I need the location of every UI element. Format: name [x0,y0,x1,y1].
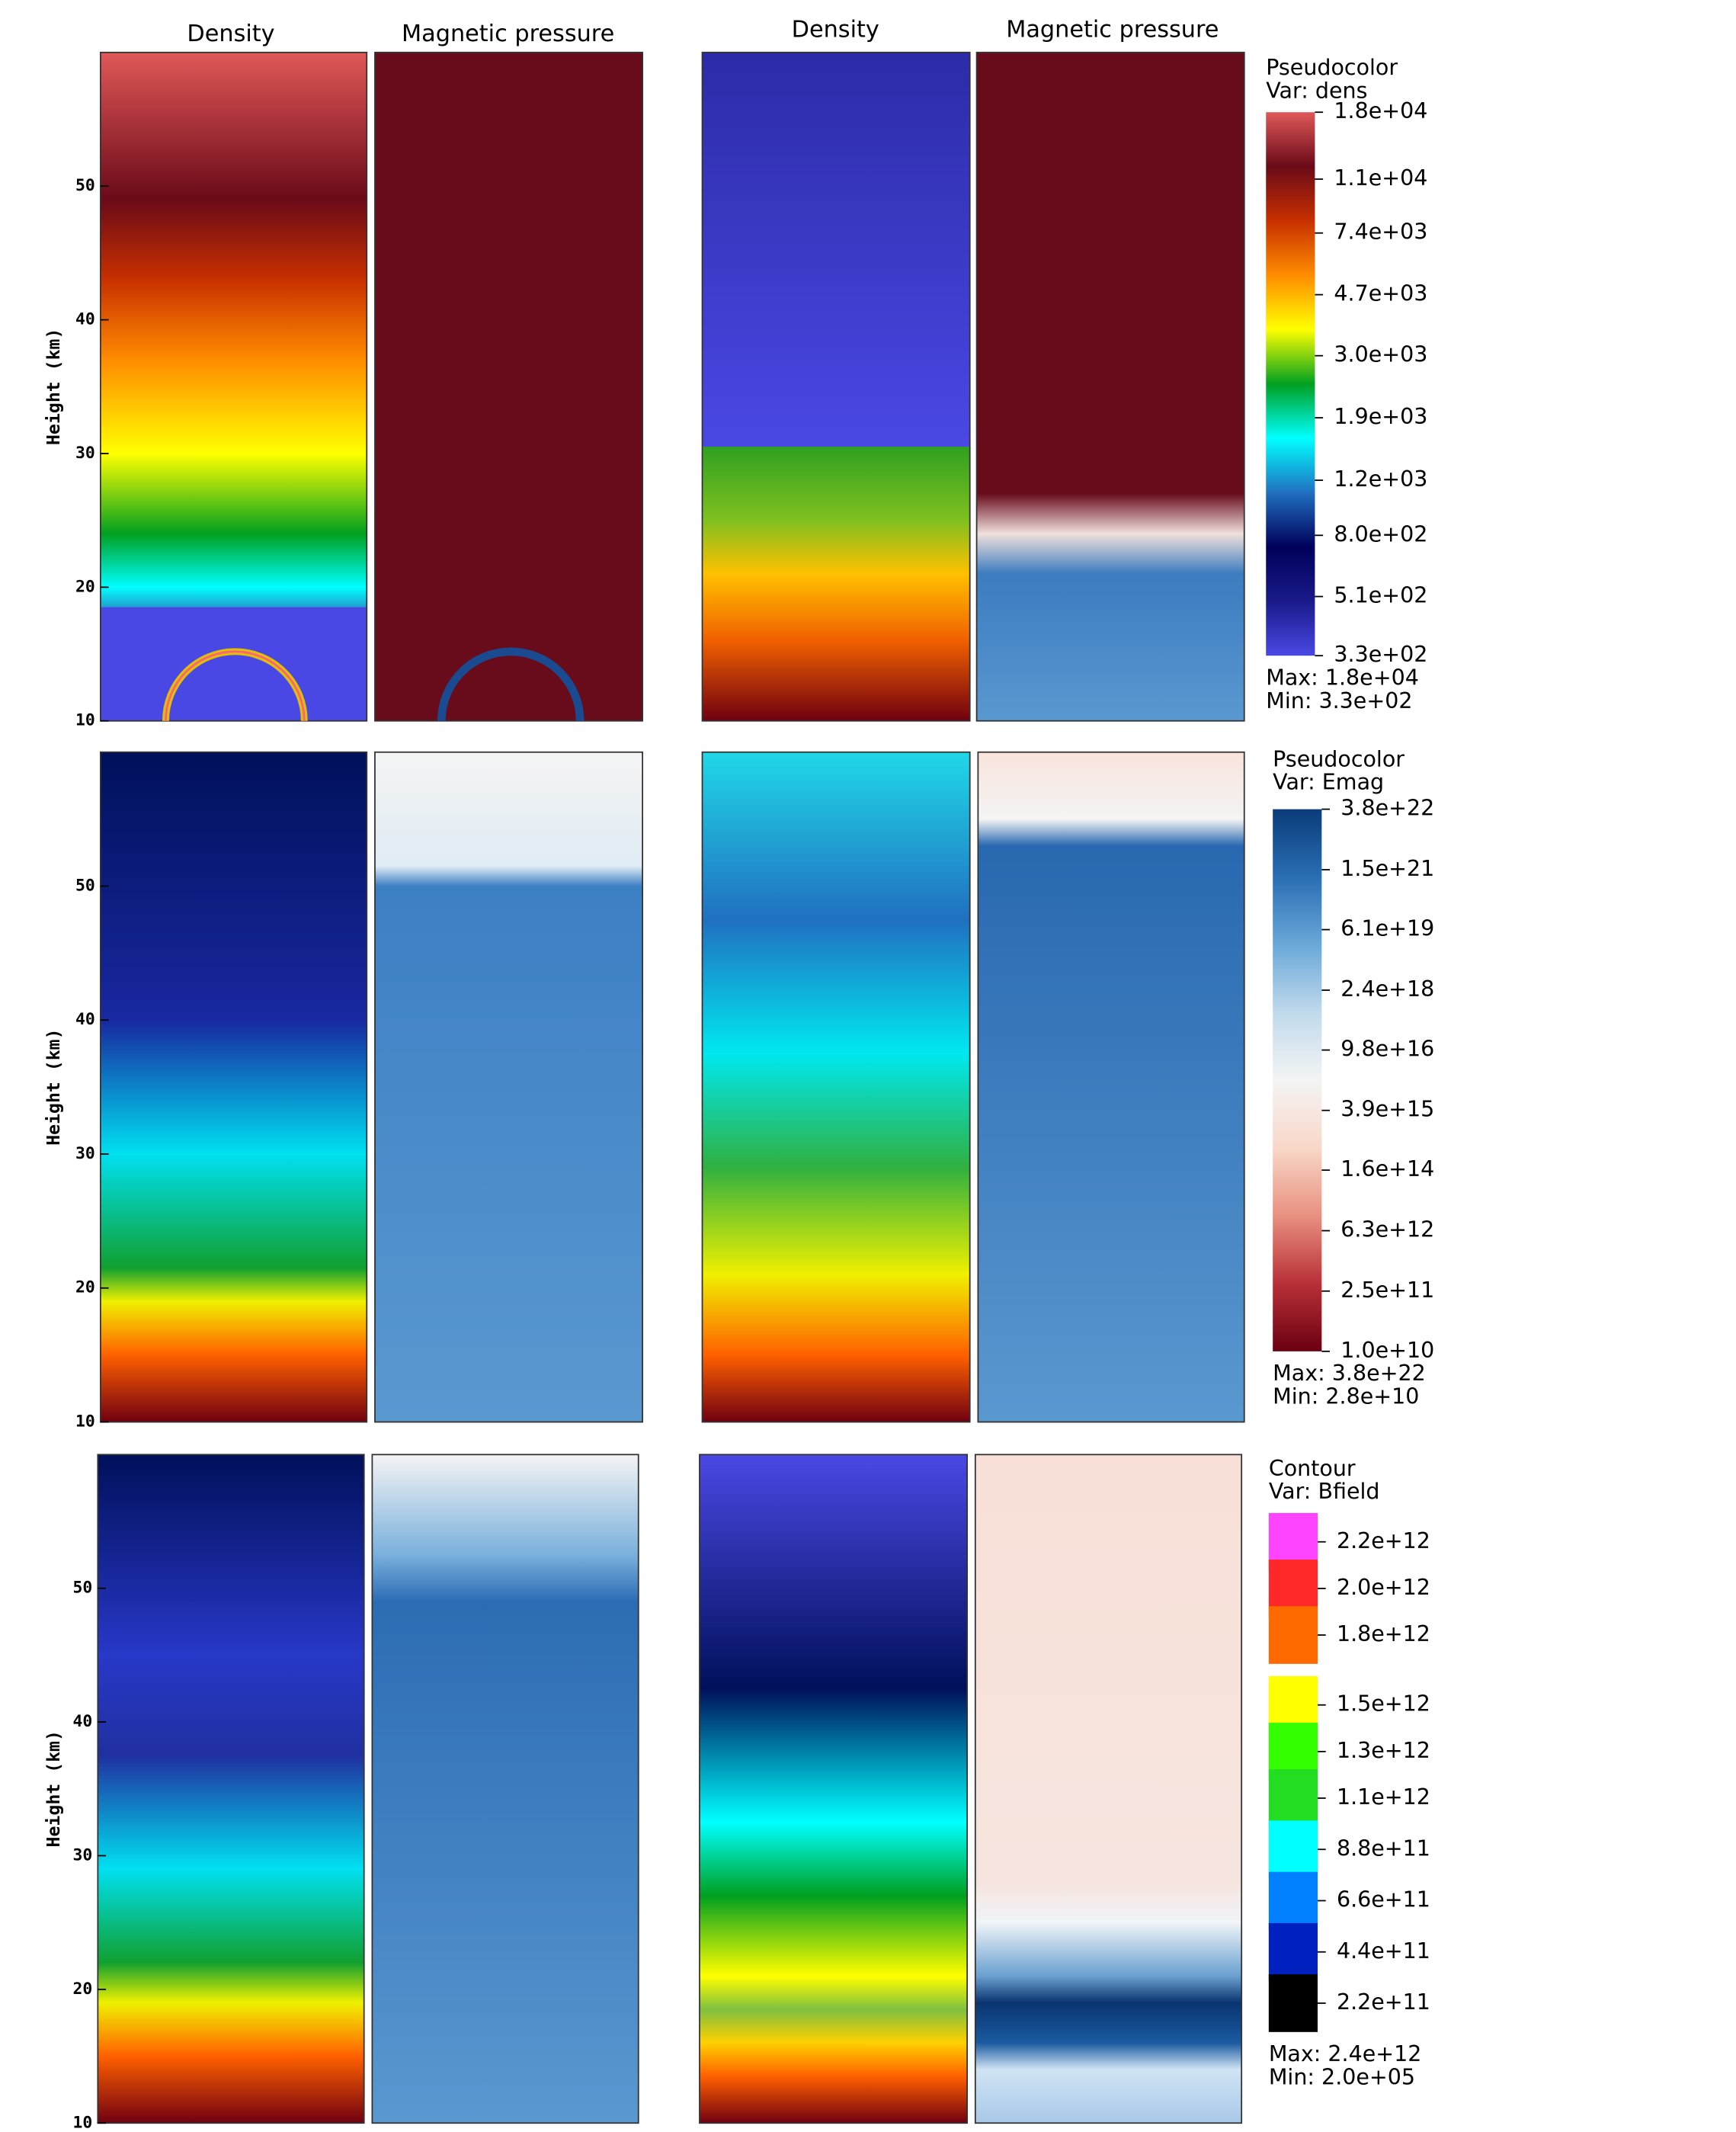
y-tick-label: 10 [72,2113,92,2132]
colorbar-tick-label: 3.3e+02 [1334,642,1427,667]
colorbar-variable: Var: Emag [1273,770,1384,795]
colorbar-min: Min: 2.0e+05 [1269,2064,1415,2089]
legend-swatch [1268,1820,1318,1879]
field-panel [374,751,644,1423]
colorbar-tick-label: 6.3e+12 [1340,1217,1434,1242]
field-panel [100,751,368,1423]
colorbar-tick-label: 9.8e+16 [1340,1037,1434,1062]
colorbar-title: Contour [1269,1456,1356,1481]
y-axis-label: Height (km) [43,1730,64,1847]
legend-swatch [1268,1922,1318,1981]
y-axis-label: Height (km) [43,1028,64,1145]
y-tick-label: 40 [75,1010,95,1029]
colorbar-tick-label: 2.4e+18 [1340,976,1434,1002]
field-panel [100,51,368,722]
colorbar-max: Max: 2.4e+12 [1269,2041,1422,2066]
colorbar-title: Pseudocolor [1266,55,1398,80]
y-tick-label: 30 [72,1845,92,1864]
colorbar-tick-label: 8.8e+11 [1337,1835,1430,1861]
colorbar-tick-label: 8.0e+02 [1334,521,1427,547]
ring [165,650,306,721]
colorbar-tick-label: 5.1e+02 [1334,583,1427,608]
colorbar-tick-label: 1.8e+04 [1334,98,1427,123]
colorbar-tick-label: 1.1e+12 [1337,1784,1430,1810]
y-tick-label: 50 [75,176,95,195]
colorbar-tick-label: 1.2e+03 [1334,466,1427,492]
y-tick-label: 50 [75,877,95,896]
legend-swatch [1268,1769,1318,1827]
y-tick-label: 20 [75,1278,95,1297]
colorbar-tick-label: 3.0e+03 [1334,342,1427,367]
colorbar-tick-label: 2.2e+12 [1337,1528,1430,1553]
colorbar-tick-label: 3.9e+15 [1340,1097,1434,1122]
colorbar-tick-label: 1.8e+12 [1337,1621,1430,1646]
colorbar-tick-label: 3.8e+22 [1340,796,1434,821]
column-title: Density [792,17,879,43]
colorbar-tick-label: 4.4e+11 [1337,1938,1430,1964]
colorbar-min: Min: 3.3e+02 [1266,688,1412,713]
y-tick-label: 50 [72,1579,92,1598]
colorbar-tick-label: 1.5e+12 [1337,1691,1430,1717]
colorbar-tick-label: 2.0e+12 [1337,1575,1430,1600]
field-panel [701,51,971,722]
y-tick-label: 20 [72,1980,92,1999]
field-panel [974,1454,1243,2124]
colorbar-variable: Var: Bfield [1269,1479,1380,1504]
colorbar-tick-label: 4.7e+03 [1334,281,1427,306]
field-panel [699,1454,969,2124]
colorbar [1266,112,1315,656]
field-panel [371,1454,639,2124]
colorbar-tick-label: 2.5e+11 [1340,1278,1434,1303]
colorbar-min: Min: 2.8e+10 [1273,1383,1419,1409]
colorbar [1273,809,1322,1351]
legend-swatch [1268,1606,1318,1664]
y-tick-label: 20 [75,577,95,596]
y-tick-label: 30 [75,444,95,463]
column-title: Density [187,21,274,47]
y-axis-label: Height (km) [43,329,64,445]
colorbar-title: Pseudocolor [1273,746,1404,771]
column-title: Magnetic pressure [402,21,614,47]
field-panel [975,51,1245,722]
field-panel [701,751,971,1423]
colorbar-tick-label: 1.5e+21 [1340,856,1434,881]
colorbar-tick-label: 1.9e+03 [1334,404,1427,429]
colorbar-variable: Var: dens [1266,78,1367,103]
colorbar-tick-label: 7.4e+03 [1334,220,1427,245]
column-title: Magnetic pressure [1006,17,1219,43]
field-panel [374,51,644,722]
field-panel [977,751,1245,1423]
y-tick-label: 40 [75,310,95,329]
colorbar-tick-label: 1.3e+12 [1337,1738,1430,1763]
colorbar-tick-label: 1.6e+14 [1340,1156,1434,1181]
y-tick-label: 10 [75,1412,95,1431]
colorbar-max: Max: 1.8e+04 [1266,665,1419,690]
y-tick-label: 30 [75,1144,95,1163]
colorbar-tick-label: 6.6e+11 [1337,1887,1430,1912]
colorbar-tick-label: 1.0e+10 [1340,1338,1434,1363]
legend-swatch [1268,1871,1318,1930]
colorbar-tick-label: 1.1e+04 [1334,165,1427,191]
colorbar-tick-label: 6.1e+19 [1340,916,1434,941]
y-tick-label: 40 [72,1712,92,1731]
ring [437,647,585,721]
y-tick-label: 10 [75,711,95,730]
legend-swatch [1268,1974,1318,2032]
field-panel [97,1454,365,2124]
colorbar-max: Max: 3.8e+22 [1273,1361,1426,1386]
colorbar-tick-label: 2.2e+11 [1337,1989,1430,2015]
